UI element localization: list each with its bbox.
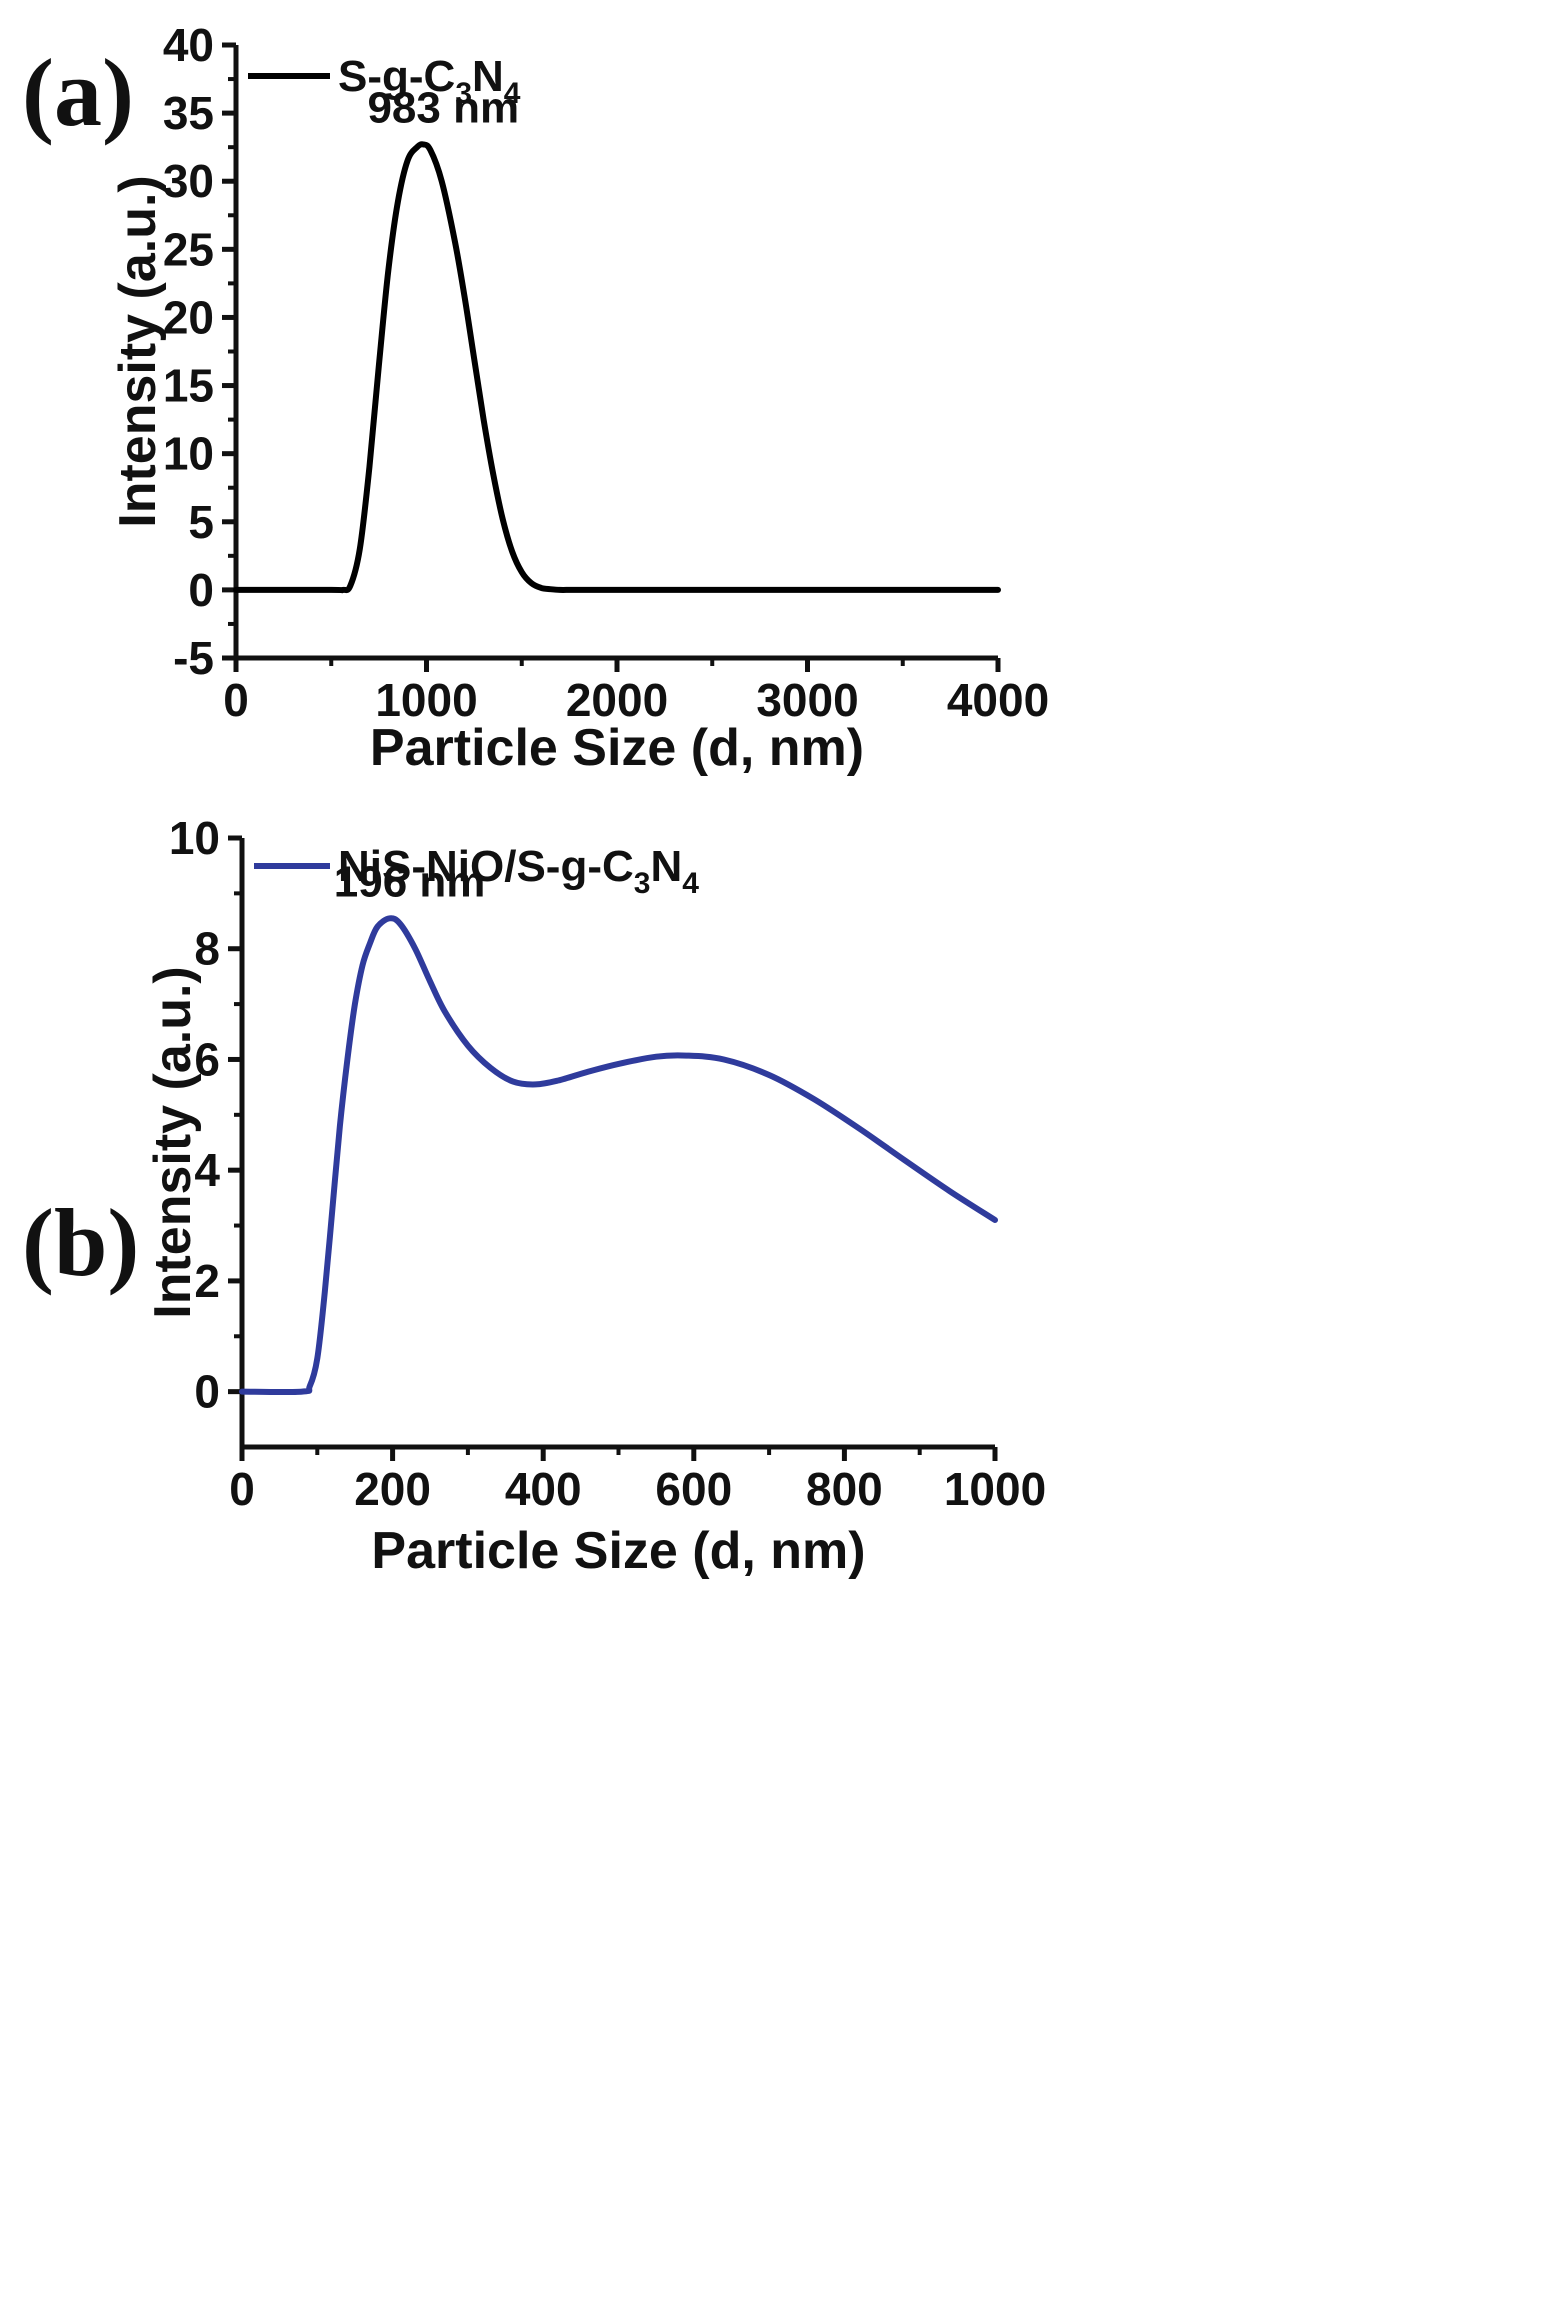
x-tick-label-b-4: 800 xyxy=(806,1463,883,1515)
legend-label-b-base: NiS-NiO/S-g-C xyxy=(338,842,634,891)
x-axis-title-a: Particle Size (d, nm) xyxy=(370,719,864,777)
y-tick-label-a-9: 40 xyxy=(163,19,214,71)
y-tick-label-a-2: 5 xyxy=(188,496,214,548)
y-axis-title-a: Intensity (a.u.) xyxy=(109,175,167,527)
panel-label-a: (a) xyxy=(22,39,134,146)
y-axis-title-b: Intensity (a.u.) xyxy=(144,966,202,1318)
legend-label-a-sub2: 4 xyxy=(504,77,521,110)
minor-ticks-b xyxy=(234,891,922,1455)
y-tick-label-a-8: 35 xyxy=(163,87,214,139)
x-tick-label-b-0: 0 xyxy=(229,1463,255,1515)
x-tick-label-a-4: 4000 xyxy=(947,674,1049,726)
x-tick-label-a-1: 1000 xyxy=(375,674,477,726)
x-axis-title-b: Particle Size (d, nm) xyxy=(371,1522,865,1580)
legend-label-a-mid: N xyxy=(472,52,504,101)
peak-annotation-b: 196 nm xyxy=(334,857,486,906)
chart-panel-b: (b) 0 200 400 600 800 1000 0 2 4 6 8 10 Particle S… xyxy=(22,812,1046,1580)
y-tick-label-a-7: 30 xyxy=(163,155,214,207)
y-tick-label-a-5: 20 xyxy=(163,291,214,343)
x-ticks-b: 0 200 400 600 800 1000 xyxy=(229,1447,1046,1515)
y-tick-label-b-4: 8 xyxy=(194,923,220,975)
legend-label-b-mid: N xyxy=(650,842,682,891)
legend-label-a-sub1: 3 xyxy=(455,77,472,110)
series-line-a-0 xyxy=(233,141,1001,594)
x-tick-label-b-1: 200 xyxy=(354,1463,431,1515)
panel-label-b: (b) xyxy=(22,1189,139,1296)
y-tick-label-b-0: 0 xyxy=(194,1366,220,1418)
x-tick-label-a-3: 3000 xyxy=(756,674,858,726)
y-ticks-b: 0 2 4 6 8 10 xyxy=(169,812,242,1418)
x-tick-label-a-0: 0 xyxy=(223,674,249,726)
x-tick-label-b-5: 1000 xyxy=(944,1463,1046,1515)
x-ticks-a: 0 1000 2000 3000 4000 xyxy=(223,658,1049,726)
series-a xyxy=(233,141,1001,594)
legend-label-b: NiS-NiO/S-g-C3N4 xyxy=(338,842,699,900)
x-tick-label-b-2: 400 xyxy=(505,1463,582,1515)
y-tick-label-a-1: 0 xyxy=(188,564,214,616)
y-tick-label-b-3: 6 xyxy=(194,1033,220,1085)
legend-a: S-g-C3N4 xyxy=(248,52,521,110)
y-tick-label-a-4: 15 xyxy=(163,360,214,412)
y-tick-label-b-2: 4 xyxy=(194,1144,220,1196)
series-b xyxy=(239,915,998,1396)
y-tick-label-b-1: 2 xyxy=(194,1255,220,1307)
legend-label-a: S-g-C3N4 xyxy=(338,52,521,110)
legend-b: NiS-NiO/S-g-C3N4 xyxy=(254,842,699,900)
series-line-b-0 xyxy=(239,915,998,1396)
x-tick-label-b-3: 600 xyxy=(655,1463,732,1515)
y-ticks-a: -5 0 5 10 15 20 25 30 35 40 xyxy=(163,19,236,684)
peak-annotation-a: 983 nm xyxy=(367,83,519,132)
legend-label-b-sub2: 4 xyxy=(682,867,699,900)
y-tick-label-a-0: -5 xyxy=(173,632,214,684)
x-tick-label-a-2: 2000 xyxy=(566,674,668,726)
chart-panel-a: (a) 0 1000 2000 3000 4000 -50510152025303540… xyxy=(22,19,1049,777)
legend-label-b-sub1: 3 xyxy=(634,867,651,900)
axes-a xyxy=(233,45,998,661)
minor-ticks-a xyxy=(228,77,905,666)
y-tick-label-a-6: 25 xyxy=(163,223,214,275)
y-tick-label-b-5: 10 xyxy=(169,812,220,864)
y-tick-label-a-3: 10 xyxy=(163,428,214,480)
legend-label-a-base: S-g-C xyxy=(338,52,455,101)
